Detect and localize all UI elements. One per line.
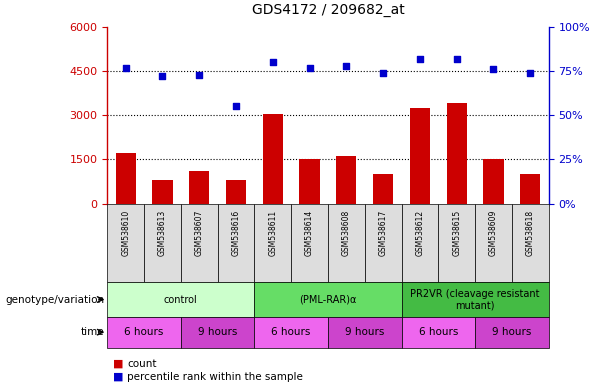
Text: count: count bbox=[127, 359, 156, 369]
Point bbox=[489, 66, 498, 72]
Point bbox=[525, 70, 535, 76]
Bar bbox=[402, 282, 549, 317]
Bar bbox=[402, 204, 438, 282]
Text: control: control bbox=[164, 295, 198, 305]
Text: GSM538607: GSM538607 bbox=[195, 210, 204, 256]
Text: percentile rank within the sample: percentile rank within the sample bbox=[127, 372, 303, 382]
Text: PR2VR (cleavage resistant
mutant): PR2VR (cleavage resistant mutant) bbox=[410, 289, 540, 310]
Bar bbox=[189, 171, 210, 204]
Bar bbox=[254, 282, 402, 317]
Text: GSM538616: GSM538616 bbox=[232, 210, 240, 256]
Bar bbox=[115, 154, 135, 204]
Text: GDS4172 / 209682_at: GDS4172 / 209682_at bbox=[251, 3, 405, 17]
Point bbox=[158, 73, 167, 79]
Bar bbox=[328, 317, 402, 348]
Text: GSM538610: GSM538610 bbox=[121, 210, 130, 256]
Text: GSM538609: GSM538609 bbox=[489, 210, 498, 256]
Point bbox=[415, 56, 425, 62]
Bar bbox=[299, 159, 320, 204]
Point bbox=[194, 71, 204, 78]
Text: GSM538613: GSM538613 bbox=[158, 210, 167, 256]
Bar bbox=[291, 204, 328, 282]
Point bbox=[305, 65, 314, 71]
Bar bbox=[226, 180, 246, 204]
Bar bbox=[153, 180, 173, 204]
Bar bbox=[107, 282, 254, 317]
Bar bbox=[218, 204, 254, 282]
Point bbox=[452, 56, 462, 62]
Bar bbox=[181, 204, 218, 282]
Bar bbox=[328, 204, 365, 282]
Text: GSM538612: GSM538612 bbox=[416, 210, 424, 256]
Point bbox=[231, 103, 241, 109]
Bar bbox=[409, 108, 430, 204]
Bar bbox=[336, 156, 357, 204]
Bar bbox=[520, 174, 541, 204]
Bar bbox=[512, 204, 549, 282]
Bar bbox=[144, 204, 181, 282]
Bar bbox=[447, 103, 467, 204]
Text: GSM538614: GSM538614 bbox=[305, 210, 314, 256]
Text: GSM538615: GSM538615 bbox=[452, 210, 461, 256]
Bar bbox=[254, 317, 328, 348]
Text: 9 hours: 9 hours bbox=[492, 327, 531, 337]
Bar bbox=[365, 204, 402, 282]
Text: ■: ■ bbox=[113, 372, 124, 382]
Bar bbox=[107, 204, 144, 282]
Point bbox=[378, 70, 388, 76]
Bar bbox=[254, 204, 291, 282]
Text: GSM538618: GSM538618 bbox=[526, 210, 535, 256]
Text: ■: ■ bbox=[113, 359, 124, 369]
Text: 6 hours: 6 hours bbox=[272, 327, 311, 337]
Bar bbox=[373, 174, 394, 204]
Bar bbox=[181, 317, 254, 348]
Bar bbox=[263, 114, 283, 204]
Bar bbox=[475, 317, 549, 348]
Bar bbox=[402, 317, 475, 348]
Point bbox=[121, 65, 131, 71]
Bar bbox=[438, 204, 475, 282]
Bar bbox=[475, 204, 512, 282]
Text: genotype/variation: genotype/variation bbox=[5, 295, 104, 305]
Text: (PML-RAR)α: (PML-RAR)α bbox=[299, 295, 357, 305]
Text: 6 hours: 6 hours bbox=[124, 327, 164, 337]
Point bbox=[268, 59, 278, 65]
Bar bbox=[484, 159, 504, 204]
Text: 9 hours: 9 hours bbox=[198, 327, 237, 337]
Text: time: time bbox=[80, 327, 104, 337]
Text: GSM538608: GSM538608 bbox=[342, 210, 351, 256]
Text: GSM538617: GSM538617 bbox=[379, 210, 387, 256]
Text: 9 hours: 9 hours bbox=[345, 327, 384, 337]
Text: GSM538611: GSM538611 bbox=[268, 210, 277, 256]
Point bbox=[341, 63, 351, 69]
Text: 6 hours: 6 hours bbox=[419, 327, 458, 337]
Bar bbox=[107, 317, 181, 348]
